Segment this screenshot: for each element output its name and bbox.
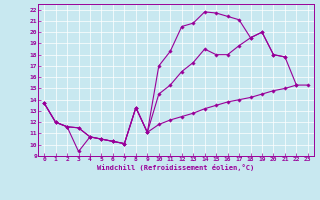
X-axis label: Windchill (Refroidissement éolien,°C): Windchill (Refroidissement éolien,°C) bbox=[97, 164, 255, 171]
